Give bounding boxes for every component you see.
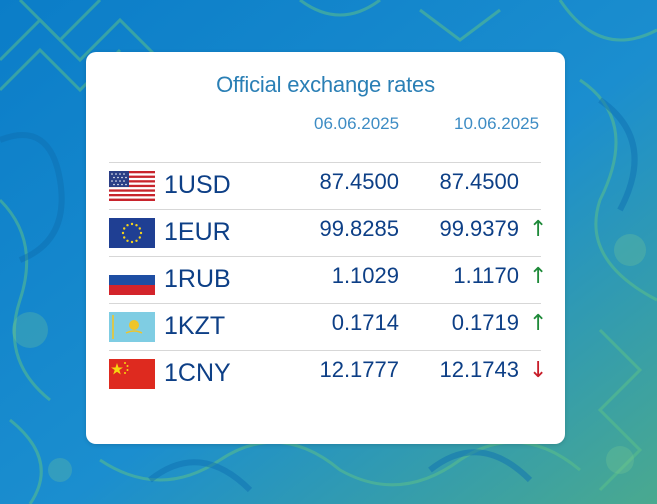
eu-flag-icon <box>109 218 155 248</box>
currency-code: 1RUB <box>164 265 231 293</box>
exchange-rates-card: Official exchange rates 06.06.2025 10.06… <box>86 52 565 444</box>
rates-table: 1USD 87.4500 87.4500 1EUR 99.8285 9 <box>109 162 547 397</box>
arrow-up-icon: ↑ <box>529 311 548 336</box>
currency-code: 1EUR <box>164 218 231 246</box>
rate-date-1: 0.1714 <box>331 310 399 335</box>
rate-date-2: 1.1170 <box>453 263 519 288</box>
rate-date-1: 12.1777 <box>319 357 399 382</box>
rate-row-cny: 1CNY 12.1777 12.1743 ↓ <box>109 350 547 397</box>
rate-date-1: 87.4500 <box>319 169 399 194</box>
cn-flag-icon <box>109 359 155 389</box>
currency-code: 1KZT <box>164 312 226 340</box>
rate-date-1: 1.1029 <box>331 263 399 288</box>
rate-date-2: 99.9379 <box>439 216 519 241</box>
rate-date-2: 87.4500 <box>439 169 519 194</box>
rate-date-1: 99.8285 <box>319 216 399 241</box>
ru-flag-icon <box>109 265 155 295</box>
date-column-2: 10.06.2025 <box>454 114 540 133</box>
arrow-up-icon: ↑ <box>529 264 548 289</box>
currency-code: 1USD <box>164 171 231 199</box>
rate-row-eur: 1EUR 99.8285 99.9379 ↑ <box>109 209 547 256</box>
arrow-up-icon: ↑ <box>529 217 548 242</box>
rate-row-kzt: 1KZT 0.1714 0.1719 ↑ <box>109 303 547 350</box>
widget-title: Official exchange rates <box>216 72 435 97</box>
date-column-1: 06.06.2025 <box>314 114 400 133</box>
arrow-down-icon: ↓ <box>529 358 548 383</box>
us-flag-icon <box>109 171 155 201</box>
rate-row-usd: 1USD 87.4500 87.4500 <box>109 162 541 209</box>
rate-date-2: 12.1743 <box>439 357 519 382</box>
kz-flag-icon <box>109 312 155 342</box>
rate-date-2: 0.1719 <box>451 310 519 335</box>
currency-code: 1CNY <box>164 359 231 387</box>
rate-row-rub: 1RUB 1.1029 1.1170 ↑ <box>109 256 547 303</box>
